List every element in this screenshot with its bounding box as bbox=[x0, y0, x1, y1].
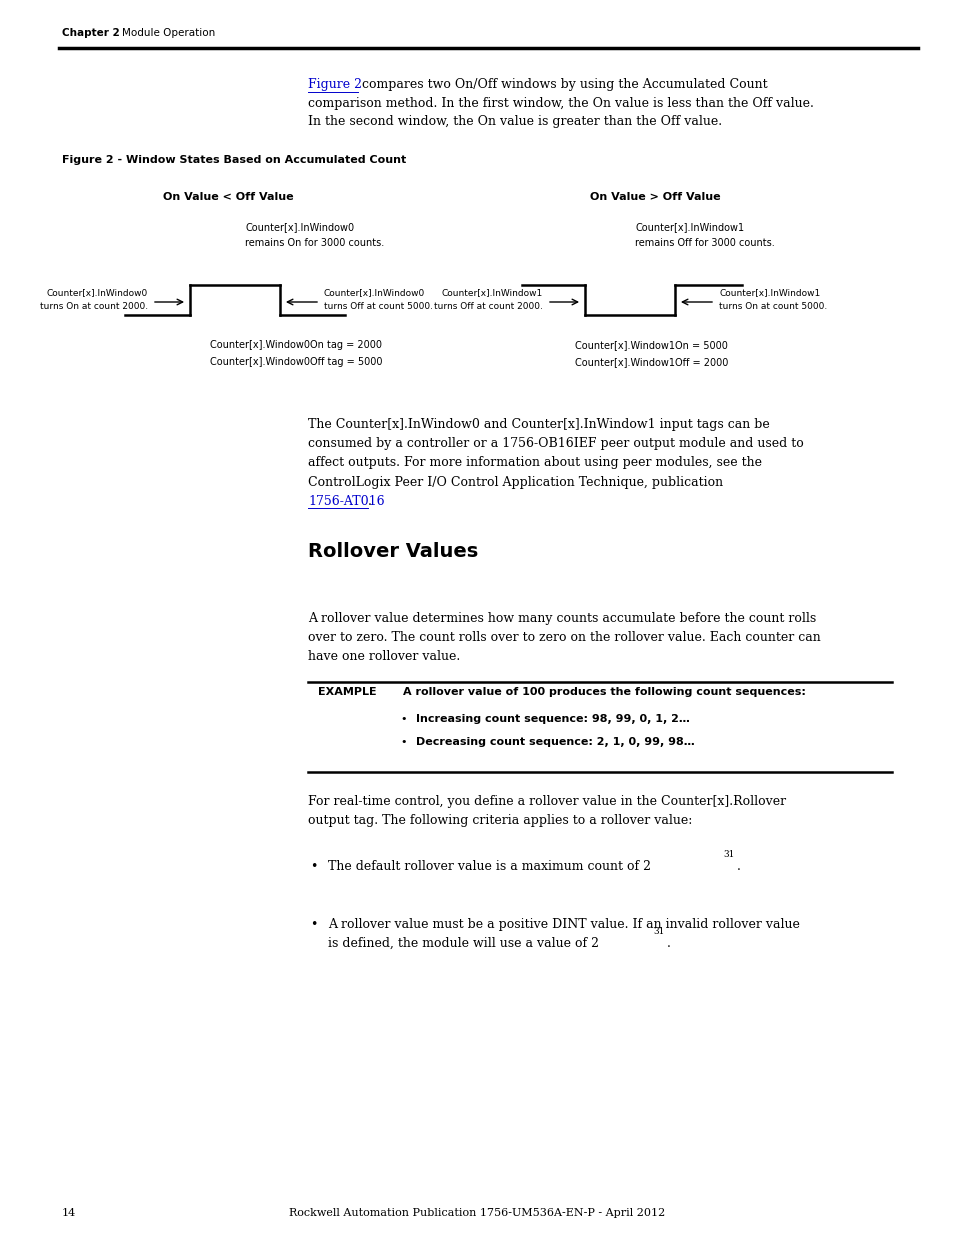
Text: Counter[x].InWindow0: Counter[x].InWindow0 bbox=[324, 288, 425, 296]
Text: have one rollover value.: have one rollover value. bbox=[308, 651, 459, 663]
Text: turns On at count 2000.: turns On at count 2000. bbox=[40, 303, 148, 311]
Text: Chapter 2: Chapter 2 bbox=[62, 28, 120, 38]
Text: In the second window, the On value is greater than the Off value.: In the second window, the On value is gr… bbox=[308, 115, 721, 128]
Text: On Value > Off Value: On Value > Off Value bbox=[589, 191, 720, 203]
Text: remains Off for 3000 counts.: remains Off for 3000 counts. bbox=[635, 238, 774, 248]
Text: •: • bbox=[310, 860, 317, 873]
Text: Counter[x].InWindow1: Counter[x].InWindow1 bbox=[719, 288, 820, 296]
Text: Rollover Values: Rollover Values bbox=[308, 542, 477, 561]
Text: ControlLogix Peer I/O Control Application Technique, publication: ControlLogix Peer I/O Control Applicatio… bbox=[308, 475, 722, 489]
Text: •: • bbox=[399, 714, 406, 724]
Text: affect outputs. For more information about using peer modules, see the: affect outputs. For more information abo… bbox=[308, 457, 761, 469]
Text: turns On at count 5000.: turns On at count 5000. bbox=[719, 303, 826, 311]
Text: Module Operation: Module Operation bbox=[122, 28, 215, 38]
Text: .: . bbox=[368, 495, 372, 508]
Text: 31: 31 bbox=[652, 927, 663, 936]
Text: Decreasing count sequence: 2, 1, 0, 99, 98…: Decreasing count sequence: 2, 1, 0, 99, … bbox=[416, 737, 694, 747]
Text: consumed by a controller or a 1756-OB16IEF peer output module and used to: consumed by a controller or a 1756-OB16I… bbox=[308, 437, 803, 451]
Text: comparison method. In the first window, the On value is less than the Off value.: comparison method. In the first window, … bbox=[308, 96, 813, 110]
Text: output tag. The following criteria applies to a rollover value:: output tag. The following criteria appli… bbox=[308, 814, 692, 827]
Text: A rollover value of 100 produces the following count sequences:: A rollover value of 100 produces the fol… bbox=[402, 687, 805, 697]
Text: compares two On/Off windows by using the Accumulated Count: compares two On/Off windows by using the… bbox=[357, 78, 767, 91]
Text: Figure 2: Figure 2 bbox=[308, 78, 361, 91]
Text: 1756-AT016: 1756-AT016 bbox=[308, 495, 384, 508]
Text: 31: 31 bbox=[722, 850, 734, 860]
Text: Counter[x].Window1On = 5000: Counter[x].Window1On = 5000 bbox=[575, 340, 727, 350]
Text: is defined, the module will use a value of 2: is defined, the module will use a value … bbox=[328, 937, 598, 950]
Text: turns Off at count 5000.: turns Off at count 5000. bbox=[324, 303, 433, 311]
Text: On Value < Off Value: On Value < Off Value bbox=[163, 191, 293, 203]
Text: .: . bbox=[737, 860, 740, 873]
Text: Counter[x].Window0Off tag = 5000: Counter[x].Window0Off tag = 5000 bbox=[210, 357, 382, 367]
Text: A rollover value determines how many counts accumulate before the count rolls: A rollover value determines how many cou… bbox=[308, 613, 816, 625]
Text: Counter[x].InWindow1: Counter[x].InWindow1 bbox=[441, 288, 542, 296]
Text: The Counter[x].InWindow0 and Counter[x].InWindow1 input tags can be: The Counter[x].InWindow0 and Counter[x].… bbox=[308, 417, 769, 431]
Text: EXAMPLE: EXAMPLE bbox=[317, 687, 376, 697]
Text: 14: 14 bbox=[62, 1208, 76, 1218]
Text: Counter[x].Window1Off = 2000: Counter[x].Window1Off = 2000 bbox=[575, 357, 727, 367]
Text: Counter[x].InWindow1: Counter[x].InWindow1 bbox=[635, 222, 743, 232]
Text: remains On for 3000 counts.: remains On for 3000 counts. bbox=[245, 238, 384, 248]
Text: •: • bbox=[310, 918, 317, 931]
Text: •: • bbox=[399, 737, 406, 747]
Text: The default rollover value is a maximum count of 2: The default rollover value is a maximum … bbox=[328, 860, 650, 873]
Text: Counter[x].InWindow0: Counter[x].InWindow0 bbox=[245, 222, 354, 232]
Text: over to zero. The count rolls over to zero on the rollover value. Each counter c: over to zero. The count rolls over to ze… bbox=[308, 631, 820, 645]
Text: Figure 2 - Window States Based on Accumulated Count: Figure 2 - Window States Based on Accumu… bbox=[62, 156, 406, 165]
Text: Counter[x].InWindow0: Counter[x].InWindow0 bbox=[47, 288, 148, 296]
Text: Increasing count sequence: 98, 99, 0, 1, 2…: Increasing count sequence: 98, 99, 0, 1,… bbox=[416, 714, 689, 724]
Text: For real-time control, you define a rollover value in the Counter[x].Rollover: For real-time control, you define a roll… bbox=[308, 795, 785, 808]
Text: Counter[x].Window0On tag = 2000: Counter[x].Window0On tag = 2000 bbox=[210, 340, 381, 350]
Text: Rockwell Automation Publication 1756-UM536A-EN-P - April 2012: Rockwell Automation Publication 1756-UM5… bbox=[289, 1208, 664, 1218]
Text: .: . bbox=[666, 937, 670, 950]
Text: A rollover value must be a positive DINT value. If an invalid rollover value: A rollover value must be a positive DINT… bbox=[328, 918, 799, 931]
Text: turns Off at count 2000.: turns Off at count 2000. bbox=[434, 303, 542, 311]
